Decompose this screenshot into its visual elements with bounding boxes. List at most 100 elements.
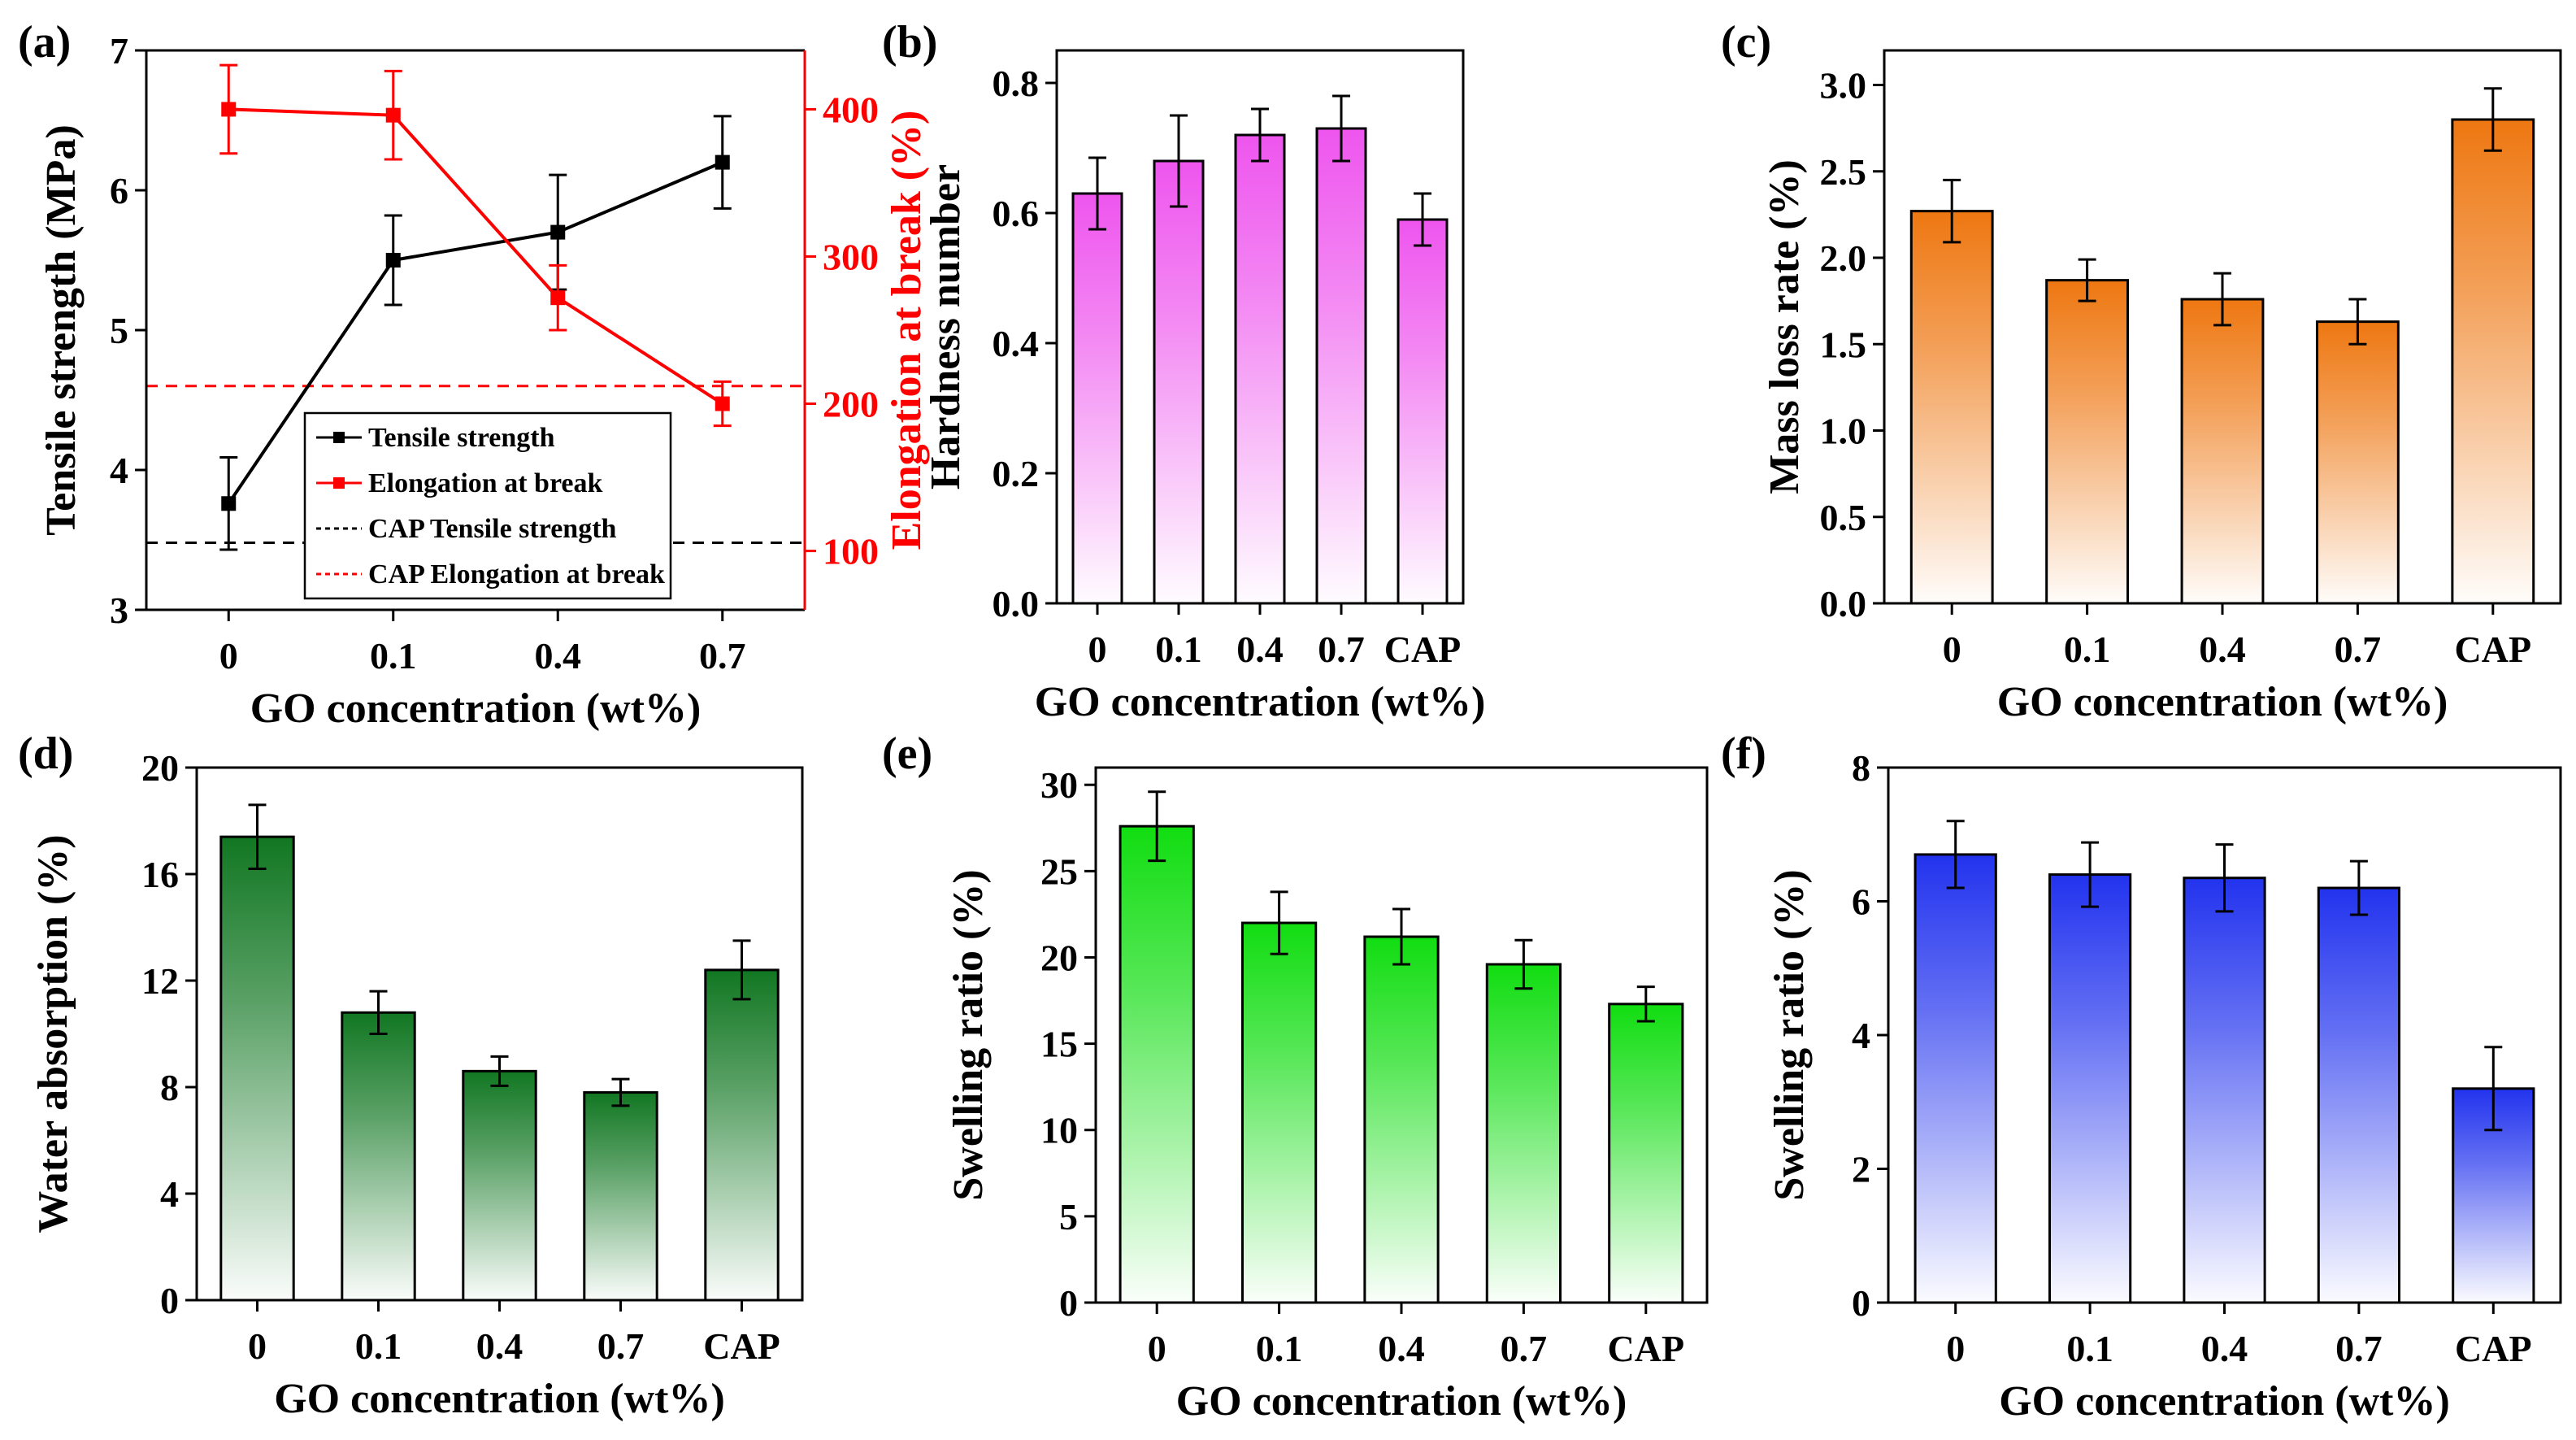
legend: Tensile strength Elongation at break CAP T… xyxy=(303,411,672,600)
legend-label: Tensile strength xyxy=(368,423,555,453)
y-axis-label-right: Elongation at break (%) xyxy=(884,111,930,550)
y-tick-label: 3.0 xyxy=(1820,65,1867,107)
x-tick-label: 0 xyxy=(1088,629,1107,670)
y-axis-label-left: Tensile strength (MPa) xyxy=(38,124,85,536)
bar xyxy=(1071,192,1123,605)
y-tick-label: 2 xyxy=(1852,1149,1870,1190)
bar xyxy=(2045,279,2130,605)
y-tick-label: 4 xyxy=(160,1173,179,1215)
bar xyxy=(2180,298,2265,605)
x-tick-label: CAP xyxy=(703,1325,780,1367)
bar xyxy=(1153,159,1205,605)
y-tick-label: 0.8 xyxy=(993,63,1040,104)
y-axis-label: Hardness number xyxy=(923,164,969,489)
y-tick-label: 2.0 xyxy=(1820,237,1867,279)
x-tick-label: CAP xyxy=(2455,1328,2532,1369)
panel-label: (f) xyxy=(1721,729,1766,779)
data-point xyxy=(221,102,237,117)
y-tick-label: 0 xyxy=(1852,1282,1870,1324)
x-tick-label: 0.1 xyxy=(355,1325,402,1367)
x-tick-label: 0.4 xyxy=(535,635,582,676)
x-tick-label: 0.7 xyxy=(2335,629,2382,670)
legend-marker xyxy=(333,477,345,489)
y-tick-label: 1.0 xyxy=(1820,411,1867,452)
y-axis-label: Swelling ratio (%) xyxy=(945,869,992,1200)
bar xyxy=(341,1011,416,1302)
bar xyxy=(2451,118,2535,605)
x-tick-label: 0.1 xyxy=(370,635,417,676)
data-point xyxy=(385,253,401,268)
y-tick-label: 300 xyxy=(823,236,879,277)
bar xyxy=(1909,210,1994,605)
bar xyxy=(1485,963,1562,1304)
y-tick-label: 100 xyxy=(823,531,879,572)
bar xyxy=(2315,320,2400,605)
y-tick-label: 400 xyxy=(823,89,879,130)
bar xyxy=(1315,127,1367,605)
y-tick-label: 0.2 xyxy=(993,453,1040,494)
y-tick-label: 6 xyxy=(110,170,128,211)
x-tick-label: 0.1 xyxy=(1256,1328,1303,1369)
bar xyxy=(704,968,780,1302)
y-tick-label: 4 xyxy=(1852,1015,1870,1056)
y-tick-label: 0.0 xyxy=(993,583,1040,624)
y-axis-label: Water absorption (%) xyxy=(30,834,76,1233)
data-point xyxy=(550,224,566,240)
x-tick-label: 0 xyxy=(219,635,238,676)
x-axis-label: GO concentration (wt%) xyxy=(1176,1378,1627,1425)
data-point xyxy=(715,396,730,411)
y-tick-label: 25 xyxy=(1040,851,1078,892)
y-tick-label: 3 xyxy=(110,589,128,631)
series-line xyxy=(227,160,723,505)
bar xyxy=(1119,824,1195,1304)
x-axis-label: GO concentration (wt%) xyxy=(1997,679,2448,725)
y-tick-label: 1.5 xyxy=(1820,324,1867,365)
legend-label: Elongation at break xyxy=(368,468,603,498)
y-axis-label: Swelling ratio (%) xyxy=(1766,869,1813,1200)
data-point xyxy=(385,107,401,123)
y-tick-label: 5 xyxy=(110,310,128,351)
y-tick-label: 15 xyxy=(1040,1024,1078,1065)
data-point xyxy=(550,290,566,306)
bar xyxy=(1397,218,1449,605)
bar xyxy=(462,1069,537,1302)
chart-panel-5: 0 5 10 15 20 25 30 0 0.1 0.4 0.7 CAP (e) GO concentra… xyxy=(882,729,1709,1425)
x-tick-label: 0.4 xyxy=(2199,629,2246,670)
x-tick-label: 0.1 xyxy=(1155,629,1202,670)
legend-box xyxy=(303,411,672,600)
x-tick-label: 0 xyxy=(1148,1328,1166,1369)
bar xyxy=(1240,921,1318,1304)
bar xyxy=(219,835,295,1302)
legend-label: CAP Elongation at break xyxy=(368,559,665,589)
chart-panel-1: 3 4 5 6 7 100 200 300 400 0 0.1 0.4 0.7 (a) GO concent… xyxy=(18,17,930,732)
y-tick-label: 4 xyxy=(110,450,128,491)
bar xyxy=(1608,1003,1684,1304)
x-tick-label: 0.1 xyxy=(2064,629,2111,670)
y-tick-label: 0.5 xyxy=(1820,497,1867,538)
bar xyxy=(1363,935,1440,1304)
y-tick-label: 2.5 xyxy=(1820,151,1867,193)
bar xyxy=(2317,886,2401,1304)
chart-panel-3: 0.0 0.5 1.0 1.5 2.0 2.5 3.0 0 0.1 0.4 0.7 CAP (c) GO … xyxy=(1721,17,2562,725)
x-axis-label: GO concentration (wt%) xyxy=(250,685,702,732)
y-tick-label: 30 xyxy=(1040,764,1078,806)
y-tick-label: 5 xyxy=(1059,1196,1078,1238)
chart-panel-4: 0 4 8 12 16 20 0 0.1 0.4 0.7 CAP (d) GO concentratio… xyxy=(18,729,804,1422)
x-tick-label: 0.4 xyxy=(1378,1328,1425,1369)
x-axis-label: GO concentration (wt%) xyxy=(1999,1378,2450,1425)
x-tick-label: CAP xyxy=(1608,1328,1685,1369)
x-tick-label: 0.7 xyxy=(1501,1328,1548,1369)
y-tick-label: 0 xyxy=(160,1280,179,1321)
x-axis-label: GO concentration (wt%) xyxy=(274,1376,725,1422)
panel-label: (c) xyxy=(1721,17,1771,67)
y-tick-label: 200 xyxy=(823,384,879,425)
panel-label: (d) xyxy=(18,729,73,779)
y-tick-label: 8 xyxy=(1852,747,1870,789)
y-tick-label: 7 xyxy=(110,30,128,72)
y-tick-label: 12 xyxy=(141,960,179,1002)
y-tick-label: 16 xyxy=(141,854,179,895)
panel-label: (b) xyxy=(882,17,937,67)
x-tick-label: 0.4 xyxy=(1236,629,1284,670)
y-tick-label: 0.6 xyxy=(993,193,1040,234)
